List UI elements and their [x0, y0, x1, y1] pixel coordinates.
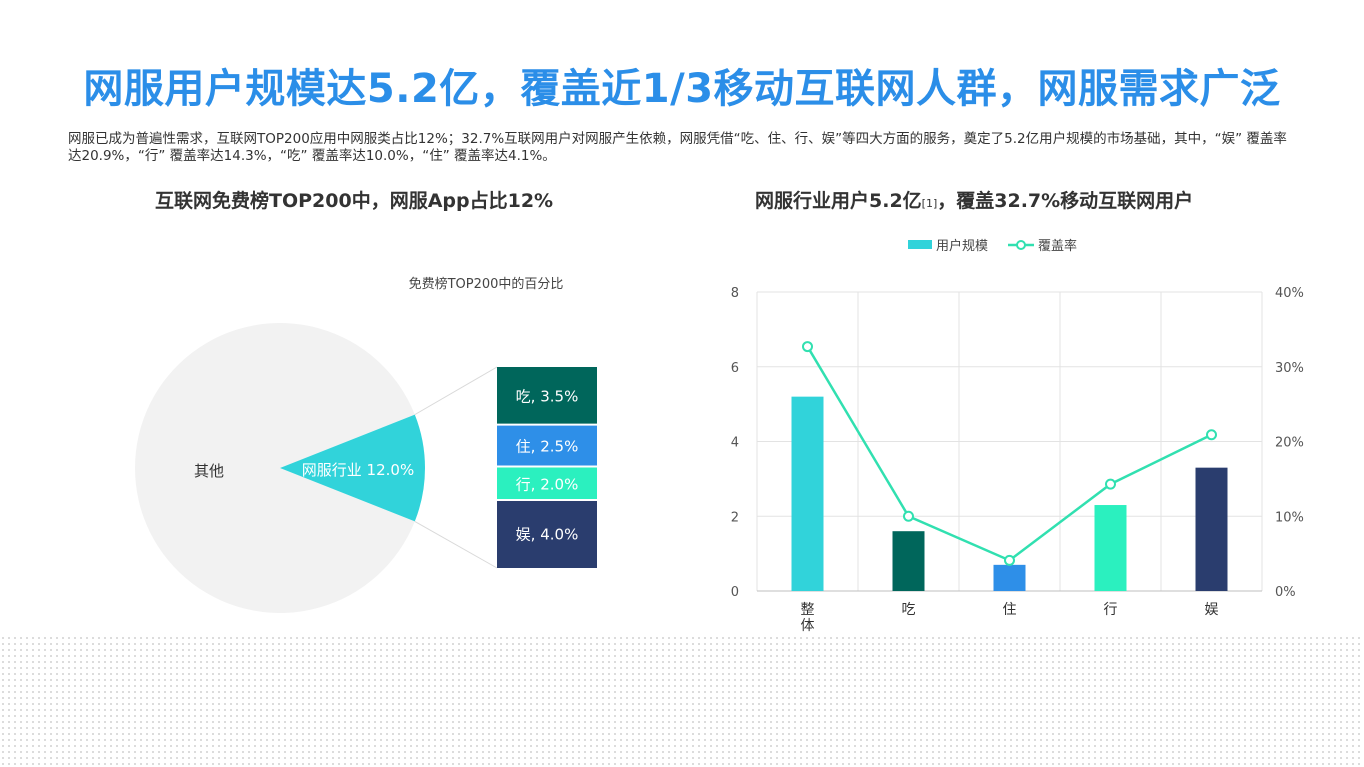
page-description: 网服已成为普遍性需求，互联网TOP200应用中网服类占比12%；32.7%互联网…	[68, 131, 1287, 164]
right-heading-part2: ，覆盖32.7%移动互联网用户	[937, 190, 1194, 212]
coverage-point	[1206, 429, 1217, 441]
connector-line-bottom	[414, 520, 498, 569]
y-tick-label: 6	[731, 361, 739, 376]
bar-整体	[791, 396, 824, 591]
pie-slice-other	[135, 322, 415, 613]
y2-tick-label: 40%	[1275, 286, 1304, 301]
bar-吃	[892, 531, 925, 591]
x-tick-label: 行	[1104, 602, 1118, 618]
breakdown-label-行: 行, 2.0%	[516, 475, 579, 493]
bar-娱	[1195, 467, 1228, 591]
x-tick-label: 吃	[902, 602, 916, 618]
pie-label-other: 其他	[194, 462, 224, 480]
coverage-line	[806, 345, 1213, 562]
page-title: 网服用户规模达5.2亿，覆盖近1/3移动互联网人群，网服需求广泛	[83, 66, 1281, 112]
legend-label-line: 覆盖率	[1038, 238, 1077, 254]
x-tick-label: 住	[1003, 602, 1017, 618]
coverage-point	[802, 341, 813, 353]
breakdown-segment-行	[497, 467, 597, 499]
y2-tick-label: 0%	[1275, 585, 1296, 600]
x-tick-char: 整	[801, 602, 815, 618]
y-tick-label: 4	[731, 436, 739, 451]
y2-tick-label: 20%	[1275, 436, 1304, 451]
breakdown-label-娱: 娱, 4.0%	[516, 526, 579, 544]
bar-行	[1094, 505, 1127, 591]
breakdown-segment-娱	[497, 501, 597, 568]
coverage-point	[903, 510, 914, 522]
footnote-ref: [1]	[921, 197, 938, 210]
pie-slice-wangfu	[280, 414, 426, 522]
left-chart-heading: 互联网免费榜TOP200中，网服App占比12%	[155, 190, 554, 212]
dotted-background	[0, 635, 1364, 767]
pie-label-wangfu: 网服行业 12.0%	[302, 461, 414, 479]
connector-line-top	[414, 366, 498, 416]
legend-label-bar: 用户规模	[936, 238, 988, 254]
breakdown-segment-住	[497, 425, 597, 466]
legend-swatch-bar	[908, 240, 932, 249]
right-heading-part1: 网服行业用户5.2亿	[755, 190, 922, 212]
x-tick-char: 体	[801, 618, 815, 634]
y2-tick-label: 30%	[1275, 361, 1304, 376]
breakdown-label-吃: 吃, 3.5%	[516, 387, 579, 405]
coverage-point	[1004, 554, 1015, 566]
breakdown-label-住: 住, 2.5%	[516, 438, 579, 456]
y2-tick-label: 10%	[1275, 510, 1304, 525]
pie-chart-title: 免费榜TOP200中的百分比	[409, 276, 564, 292]
bar-住	[993, 564, 1026, 591]
x-tick-label: 整体	[801, 602, 815, 634]
legend-swatch-marker	[1016, 240, 1026, 250]
y-tick-label: 8	[731, 286, 739, 301]
x-tick-label: 娱	[1205, 602, 1219, 618]
y-tick-label: 2	[731, 510, 739, 525]
y-tick-label: 0	[731, 585, 739, 600]
coverage-point	[1105, 478, 1116, 490]
right-chart-heading: 网服行业用户5.2亿[1]，覆盖32.7%移动互联网用户	[755, 186, 1193, 213]
breakdown-segment-吃	[497, 367, 597, 424]
